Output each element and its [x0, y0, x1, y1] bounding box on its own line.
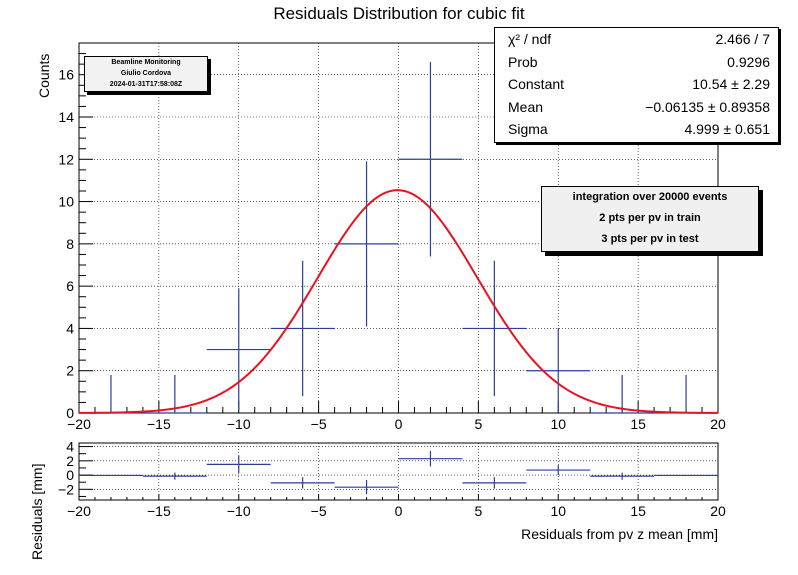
y-tick-label: 6	[66, 278, 74, 294]
stats-row: χ² / ndf 2.466 / 7	[495, 28, 778, 51]
y-tick-label: −2	[58, 481, 74, 497]
stamp-box: Beamline Monitoring Giulio Cordova 2024-…	[84, 56, 208, 92]
y-tick-label: 10	[58, 194, 74, 210]
x-tick-label: −5	[311, 503, 327, 519]
data-point	[462, 260, 527, 397]
x-tick-label: −15	[147, 416, 171, 432]
stats-row: Sigma 4.999 ± 0.651	[495, 118, 778, 141]
x-tick-label: 20	[710, 503, 726, 519]
y-tick-label: 2	[66, 363, 74, 379]
x-tick-label: 5	[474, 416, 482, 432]
x-tick-label: 20	[710, 416, 726, 432]
x-tick-label: 5	[474, 503, 482, 519]
data-point	[590, 374, 655, 414]
x-tick-label: 10	[550, 416, 566, 432]
y-tick-label: 14	[58, 109, 74, 125]
stats-row: Mean −0.06135 ± 0.89358	[495, 96, 778, 119]
x-tick-label: −20	[67, 416, 91, 432]
data-point	[270, 477, 335, 489]
x-tick-label: 15	[630, 416, 646, 432]
x-tick-label: 10	[550, 503, 566, 519]
residuals-panel: −20 −15 −10 −5 0 5 10 15 20−2024	[58, 439, 726, 519]
y-axis-label: Counts	[36, 53, 52, 98]
stamp-line: 2024-01-31T17:58:08Z	[109, 81, 183, 88]
data-point	[398, 62, 463, 257]
stats-value: 0.9296	[727, 53, 770, 70]
stamp-line: Giulio Cordova	[120, 70, 172, 77]
data-point	[79, 374, 143, 414]
info-line: integration over 20000 events	[572, 191, 728, 203]
stats-label: Mean	[508, 98, 544, 115]
x-tick-label: 0	[395, 503, 403, 519]
x-axis-label: Residuals from pv z mean [mm]	[521, 526, 718, 542]
stats-row: Prob 0.9296	[495, 51, 778, 74]
stats-row: Constant 10.54 ± 2.29	[495, 73, 778, 96]
stats-label: χ² / ndf	[508, 31, 552, 47]
data-point	[654, 374, 718, 414]
x-tick-label: −5	[311, 416, 327, 432]
y-tick-label: 16	[58, 67, 74, 83]
y-tick-label: 2	[66, 453, 74, 469]
y-tick-label: 8	[66, 236, 74, 252]
main-panel: −20 −15 −10 −5 0 5 10 15 20 0 2 4 6 8 10 12 14 16	[58, 42, 726, 432]
fit-stats-box: χ² / ndf 2.466 / 7 Prob 0.9296 Constant 10.…	[494, 27, 779, 143]
info-box: integration over 20000 events 2 pts per …	[541, 186, 759, 252]
y-tick-label: 4	[66, 439, 74, 455]
data-point	[206, 455, 271, 473]
stats-value: −0.06135 ± 0.89358	[645, 98, 770, 115]
stats-value: 4.999 ± 0.651	[684, 121, 770, 137]
gaussian-fit-curve	[78, 189, 719, 414]
data-point	[206, 288, 271, 411]
data-point	[334, 161, 399, 327]
data-point	[526, 328, 591, 413]
info-line: 2 pts per pv in train	[599, 212, 701, 224]
stats-label: Sigma	[508, 121, 548, 137]
y-tick-label: 0	[66, 405, 74, 421]
data-point	[590, 472, 655, 480]
info-line: 3 pts per pv in test	[601, 233, 699, 245]
chart-title: Residuals Distribution for cubic fit	[273, 4, 525, 23]
stats-value: 2.466 / 7	[715, 31, 771, 47]
stats-label: Constant	[508, 76, 565, 92]
x-tick-label: 15	[630, 503, 646, 519]
data-point	[142, 472, 207, 480]
x-tick-label: −20	[67, 503, 91, 519]
stamp-line: Beamline Monitoring	[111, 59, 181, 66]
data-point	[334, 480, 399, 495]
x-tick-label: 0	[395, 416, 403, 432]
x-tick-label: −15	[147, 503, 171, 519]
data-point	[398, 450, 463, 467]
residuals-y-axis-label: Residuals [mm]	[29, 463, 45, 560]
stats-label: Prob	[508, 53, 538, 70]
data-point	[270, 260, 335, 397]
data-point	[142, 374, 207, 414]
x-tick-label: −10	[227, 416, 251, 432]
data-point	[462, 477, 527, 489]
x-tick-label: −10	[227, 503, 251, 519]
y-tick-label: 4	[66, 320, 74, 336]
y-tick-label: 0	[66, 467, 74, 483]
stats-value: 10.54 ± 2.29	[692, 76, 770, 92]
data-point	[526, 465, 591, 476]
y-tick-label: 12	[58, 151, 74, 167]
